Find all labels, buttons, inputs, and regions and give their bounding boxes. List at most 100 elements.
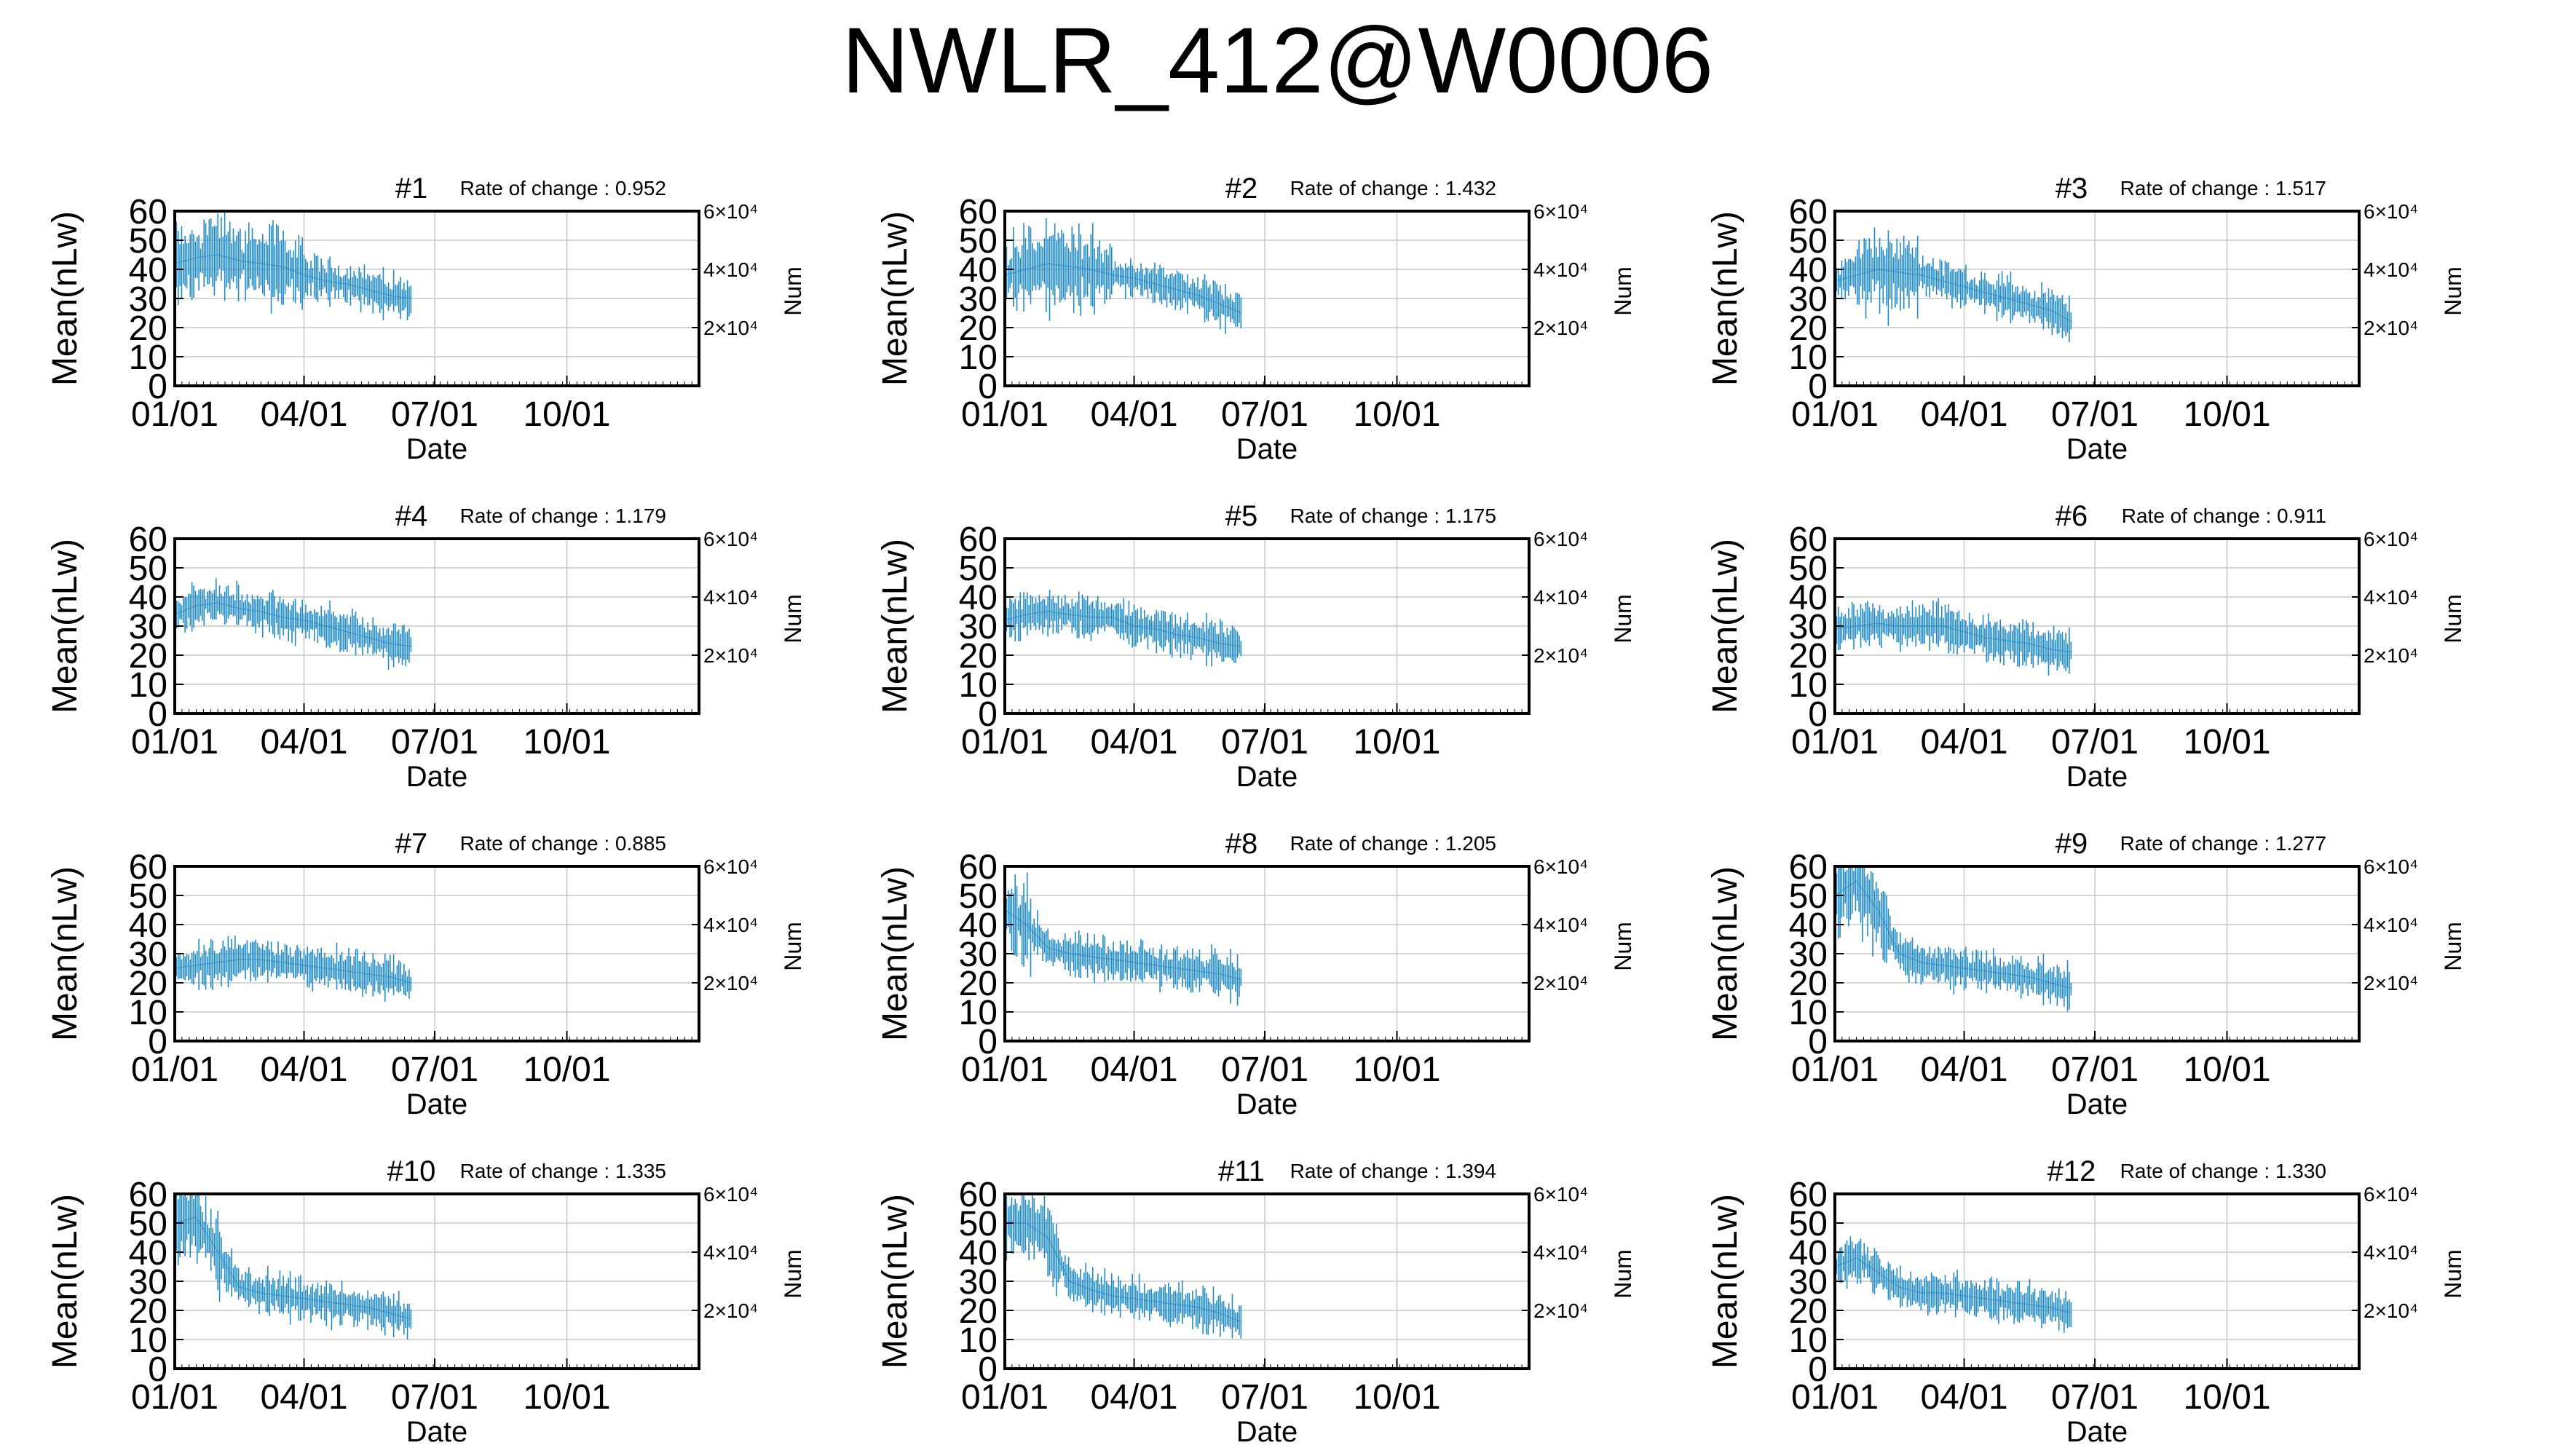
y2-tick-label: 2×10⁴ <box>1533 1299 1588 1322</box>
x-tick-label: 01/01 <box>1791 1378 1879 1417</box>
subplot-title: #4 <box>395 500 428 532</box>
y-tick-label: 10 <box>1789 666 1828 705</box>
y2-tick-label: 2×10⁴ <box>2364 644 2418 667</box>
y-tick-label: 50 <box>959 877 998 916</box>
y-tick-label: 0 <box>1808 695 1828 734</box>
x-tick-label: 01/01 <box>961 1378 1049 1417</box>
series-line <box>1004 263 1242 314</box>
rate-of-change-label: Rate of change : 1.330 <box>2120 1160 2326 1182</box>
y-tick-label: 60 <box>129 193 167 232</box>
x-tick-label: 01/01 <box>961 723 1049 761</box>
y-tick-label: 0 <box>1808 1023 1828 1061</box>
y2-tick-label: 2×10⁴ <box>1533 972 1588 994</box>
x-tick-label: 10/01 <box>1353 395 1440 434</box>
x-tick-label: 07/01 <box>1221 1378 1308 1417</box>
y-tick-label: 60 <box>959 193 998 232</box>
x-tick-label: 04/01 <box>1090 395 1177 434</box>
y2-axis-label: Num <box>1610 922 1636 971</box>
y2-tick-label: 6×10⁴ <box>2364 855 2418 878</box>
series-line <box>1004 611 1242 647</box>
y-axis-label: Mean(nLw) <box>46 211 84 386</box>
y-tick-label: 20 <box>959 1292 998 1331</box>
x-tick-label: 10/01 <box>2183 723 2270 761</box>
subplot-title: #9 <box>2056 828 2088 860</box>
subplot-title: #5 <box>1225 500 1258 532</box>
x-tick-label: 10/01 <box>2183 1051 2270 1089</box>
x-tick-label: 07/01 <box>2051 1378 2139 1417</box>
y-tick-label: 60 <box>1789 521 1828 559</box>
y2-tick-label: 4×10⁴ <box>1533 914 1588 936</box>
x-tick-label: 10/01 <box>523 1051 610 1089</box>
x-axis-label: Date <box>1236 1088 1298 1120</box>
x-tick-label: 10/01 <box>2183 1378 2270 1417</box>
x-tick-label: 01/01 <box>961 395 1049 434</box>
y2-tick-label: 2×10⁴ <box>703 317 758 339</box>
y2-tick-label: 6×10⁴ <box>703 200 758 223</box>
x-tick-label: 01/01 <box>1791 1051 1879 1089</box>
y-axis-label: Mean(nLw) <box>1706 539 1745 713</box>
y-tick-label: 50 <box>959 222 998 261</box>
x-tick-label: 10/01 <box>1353 723 1440 761</box>
y2-tick-label: 4×10⁴ <box>703 1241 758 1264</box>
rate-of-change-label: Rate of change : 0.911 <box>2122 505 2326 527</box>
y-tick-label: 30 <box>129 608 167 646</box>
y-tick-label: 40 <box>129 579 167 617</box>
x-axis-label: Date <box>2066 761 2128 793</box>
x-tick-label: 01/01 <box>961 1051 1049 1089</box>
y-tick-label: 30 <box>1789 935 1828 974</box>
x-axis-label: Date <box>2066 433 2128 465</box>
y-tick-label: 60 <box>129 848 167 887</box>
y2-tick-label: 6×10⁴ <box>2364 528 2418 550</box>
y2-axis-label: Num <box>2440 266 2466 316</box>
x-tick-label: 01/01 <box>131 1378 218 1417</box>
y-tick-label: 0 <box>978 1350 998 1389</box>
x-tick-label: 07/01 <box>391 723 478 761</box>
y-axis-label: Mean(nLw) <box>876 1194 915 1369</box>
y2-tick-label: 4×10⁴ <box>703 586 758 609</box>
y-tick-label: 0 <box>978 1023 998 1061</box>
y-tick-label: 50 <box>129 550 167 588</box>
rate-of-change-label: Rate of change : 1.394 <box>1290 1160 1496 1182</box>
page-title: NWLR_412@W0006 <box>841 9 1714 113</box>
y-tick-label: 40 <box>1789 579 1828 617</box>
x-tick-label: 07/01 <box>1221 395 1308 434</box>
x-tick-label: 04/01 <box>1920 1051 2007 1089</box>
y-tick-label: 60 <box>129 521 167 559</box>
y-tick-label: 20 <box>129 965 167 1003</box>
y-tick-label: 20 <box>959 637 998 676</box>
y-tick-label: 40 <box>129 906 167 945</box>
x-tick-label: 04/01 <box>1920 1378 2007 1417</box>
y-tick-label: 10 <box>1789 1321 1828 1360</box>
y2-tick-label: 6×10⁴ <box>703 528 758 550</box>
y2-tick-label: 2×10⁴ <box>1533 317 1588 339</box>
y-tick-label: 10 <box>959 994 998 1032</box>
x-tick-label: 04/01 <box>260 723 347 761</box>
y-axis-label: Mean(nLw) <box>876 866 915 1041</box>
x-tick-label: 04/01 <box>1920 723 2007 761</box>
y-tick-label: 20 <box>959 965 998 1003</box>
series-line <box>1834 1257 2072 1314</box>
y2-tick-label: 4×10⁴ <box>2364 586 2418 609</box>
rate-of-change-label: Rate of change : 1.335 <box>460 1160 666 1182</box>
y2-tick-label: 4×10⁴ <box>703 258 758 281</box>
series-line <box>174 254 412 299</box>
rate-of-change-label: Rate of change : 1.517 <box>2120 177 2326 199</box>
x-tick-label: 10/01 <box>1353 1378 1440 1417</box>
x-axis-label: Date <box>1236 761 1298 793</box>
y-tick-label: 0 <box>978 695 998 734</box>
series-line <box>1834 269 2072 323</box>
y-axis-label: Mean(nLw) <box>46 866 84 1041</box>
y-tick-label: 0 <box>148 368 167 406</box>
x-tick-label: 04/01 <box>1090 1051 1177 1089</box>
y-tick-label: 50 <box>959 1205 998 1243</box>
y2-tick-label: 4×10⁴ <box>1533 586 1588 609</box>
x-tick-label: 04/01 <box>1090 723 1177 761</box>
y-tick-label: 40 <box>129 1234 167 1273</box>
